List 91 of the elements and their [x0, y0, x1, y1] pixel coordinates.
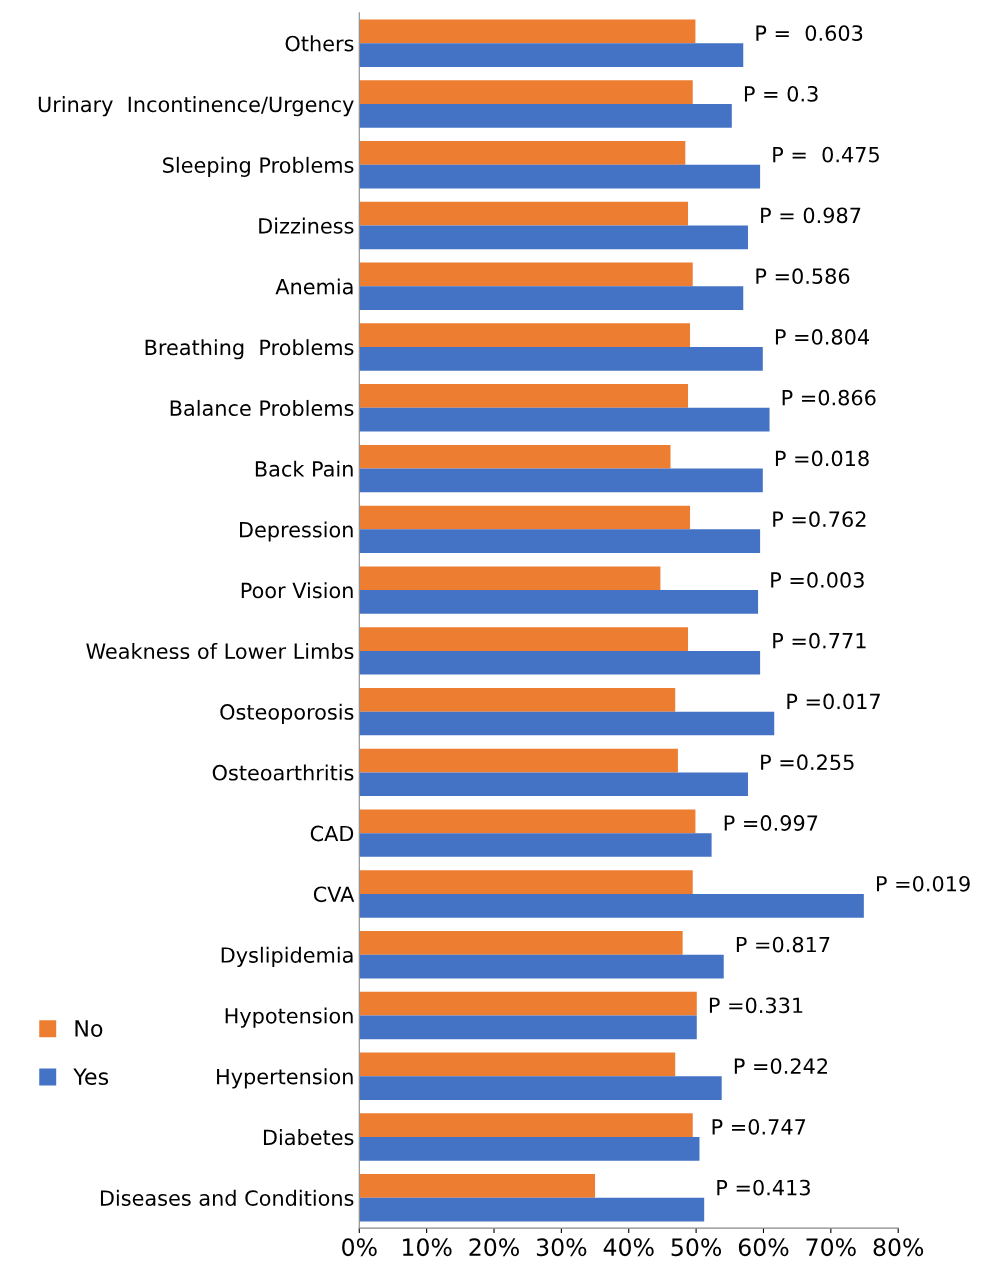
annotation: P = 0.603 [756, 25, 863, 41]
bar [359, 407, 770, 432]
y-tick-label: Balance Problems [170, 399, 354, 417]
annotation: P =0.003 [771, 572, 864, 588]
bar [359, 384, 689, 408]
bar [359, 505, 691, 530]
annotation: P =0.771 [773, 632, 866, 649]
x-tick-label: 50% [671, 1238, 722, 1257]
bar [359, 893, 864, 918]
x-tick-label: 70% [806, 1238, 856, 1257]
annotation: P =0.804 [775, 329, 870, 345]
x-tick-label: 0% [342, 1238, 377, 1257]
legend-label: Yes [73, 1068, 109, 1086]
bar [359, 748, 678, 773]
annotation: P = 0.3 [744, 85, 818, 102]
y-tick-label: Osteoarthritis [212, 764, 354, 781]
bar [359, 1113, 693, 1137]
bar [359, 529, 761, 554]
bar [359, 444, 671, 469]
annotation: P = 0.987 [761, 207, 861, 224]
bar [359, 468, 763, 493]
annotation: P =0.017 [787, 693, 880, 710]
bar [359, 19, 696, 44]
annotation: P =0.586 [756, 268, 850, 285]
bar [359, 1015, 697, 1040]
bar [359, 164, 761, 189]
legend-label: No [75, 1020, 103, 1037]
annotation: P =0.242 [734, 1058, 828, 1074]
bar [359, 201, 689, 226]
y-tick-label: Anemia [275, 278, 353, 295]
annotation: P = 0.475 [773, 146, 879, 163]
y-tick-label: Hypertension [217, 1068, 353, 1089]
bar [359, 1174, 596, 1198]
bar [359, 833, 712, 857]
y-tick-label: Diseases and Conditions [100, 1189, 354, 1206]
annotation: P =0.866 [782, 389, 876, 406]
bar [359, 627, 689, 651]
x-tick-label: 20% [469, 1238, 519, 1257]
y-tick-label: Urinary Incontinence/Urgency [38, 96, 354, 117]
y-tick-label: Back Pain [255, 460, 353, 477]
bar [359, 104, 732, 128]
y-tick-label: Dyslipidemia [221, 946, 353, 967]
x-tick-label: 60% [738, 1238, 789, 1257]
bar [359, 323, 691, 348]
annotation: P =0.997 [724, 815, 818, 831]
y-tick-label: Dizziness [259, 217, 354, 234]
bar [359, 809, 696, 834]
bar [359, 870, 693, 894]
bar [359, 772, 748, 797]
bar [359, 1197, 705, 1222]
y-tick-label: Osteoporosis [220, 703, 354, 724]
x-tick-label: 40% [603, 1238, 654, 1257]
bar [359, 262, 693, 287]
bar [359, 141, 686, 165]
y-tick-label: Diabetes [263, 1129, 354, 1146]
x-tick-label: 10% [403, 1238, 452, 1257]
y-tick-label: Depression [240, 521, 353, 542]
annotation: P =0.762 [773, 511, 866, 528]
bar [359, 590, 759, 614]
bar [359, 1052, 676, 1077]
bar [359, 80, 693, 105]
bar [359, 650, 761, 675]
annotation: P =0.331 [709, 997, 803, 1014]
x-tick-label: 80% [873, 1238, 924, 1257]
x-tick-label: 30% [536, 1238, 587, 1257]
bar [359, 225, 748, 250]
y-tick-label: Weakness of Lower Limbs [86, 642, 354, 660]
annotation: P =0.817 [736, 936, 830, 953]
y-tick-label: Poor Vision [241, 582, 353, 599]
bar [359, 566, 661, 591]
bar [359, 711, 775, 736]
annotation: P =0.255 [761, 754, 854, 771]
bar [359, 347, 763, 371]
bar [359, 1076, 722, 1100]
y-tick-label: Breathing Problems [145, 339, 354, 360]
y-tick-label: Hypotension [225, 1007, 353, 1028]
bar [359, 991, 697, 1016]
bar [359, 931, 683, 955]
y-tick-label: Others [285, 35, 354, 52]
y-tick-label: Sleeping Problems [163, 156, 354, 178]
bar [359, 1136, 700, 1161]
bar [359, 687, 676, 712]
annotation: P =0.747 [712, 1118, 806, 1135]
annotation: P =0.413 [717, 1179, 810, 1196]
bar [359, 954, 724, 979]
bar [359, 286, 744, 310]
annotation: P =0.019 [877, 875, 970, 892]
y-tick-label: CAD [310, 825, 354, 842]
annotation: P =0.018 [775, 450, 869, 467]
y-tick-label: CVA [313, 886, 355, 903]
bar [359, 43, 744, 67]
